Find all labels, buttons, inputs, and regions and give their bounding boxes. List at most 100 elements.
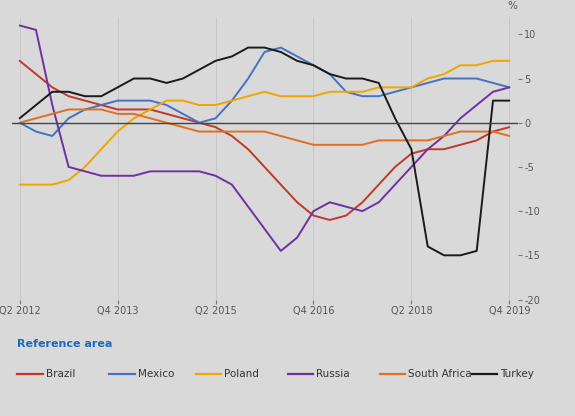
Brazil [179,116,186,121]
Poland [131,116,137,121]
Brazil [408,151,415,156]
Poland [245,94,252,99]
Brazil [294,200,301,205]
South Africa [131,111,137,116]
Russia [114,173,121,178]
Text: Mexico: Mexico [138,369,174,379]
Turkey [359,76,366,81]
Mexico [147,98,154,103]
South Africa [327,142,334,147]
Russia [277,248,284,253]
Brazil [65,94,72,99]
Mexico [440,76,447,81]
Turkey [114,85,121,90]
Russia [473,102,480,107]
South Africa [375,138,382,143]
Poland [408,85,415,90]
Brazil [82,98,89,103]
Turkey [131,76,137,81]
Mexico [359,94,366,99]
Mexico [82,107,89,112]
Russia [489,89,496,94]
Turkey [506,98,513,103]
Text: Russia: Russia [316,369,350,379]
Poland [65,178,72,183]
Mexico [33,129,40,134]
Poland [261,89,268,94]
South Africa [392,138,398,143]
Mexico [310,63,317,68]
Turkey [49,89,56,94]
Brazil [49,85,56,90]
Russia [343,204,350,209]
South Africa [82,107,89,112]
Turkey [65,89,72,94]
Turkey [327,72,334,77]
Russia [179,169,186,174]
Turkey [179,76,186,81]
Turkey [408,147,415,152]
Poland [327,89,334,94]
South Africa [212,129,219,134]
Brazil [114,107,121,112]
Russia [506,85,513,90]
Poland [114,129,121,134]
Poland [212,102,219,107]
Russia [16,23,23,28]
South Africa [277,134,284,139]
Brazil [310,213,317,218]
Mexico [457,76,464,81]
Turkey [33,102,40,107]
Mexico [98,102,105,107]
Poland [82,164,89,169]
South Africa [343,142,350,147]
Mexico [261,50,268,54]
Poland [179,98,186,103]
South Africa [196,129,202,134]
Brazil [440,147,447,152]
Poland [424,76,431,81]
Brazil [375,182,382,187]
South Africa [179,125,186,130]
South Africa [359,142,366,147]
Russia [261,226,268,231]
Brazil [33,72,40,77]
Poland [310,94,317,99]
Brazil [147,107,154,112]
Mexico [131,98,137,103]
Text: %: % [508,1,518,11]
Line: Russia: Russia [20,25,509,251]
Russia [359,208,366,213]
Brazil [261,164,268,169]
South Africa [245,129,252,134]
Mexico [245,76,252,81]
South Africa [33,116,40,121]
Poland [228,98,235,103]
Mexico [408,85,415,90]
Russia [196,169,202,174]
Mexico [212,116,219,121]
South Africa [16,120,23,125]
Poland [457,63,464,68]
Brazil [343,213,350,218]
Turkey [163,80,170,85]
Mexico [343,89,350,94]
Poland [196,102,202,107]
Poland [277,94,284,99]
Russia [228,182,235,187]
Brazil [489,129,496,134]
Russia [131,173,137,178]
Mexico [294,54,301,59]
Poland [98,147,105,152]
Turkey [212,58,219,63]
Mexico [375,94,382,99]
Text: South Africa: South Africa [408,369,472,379]
Russia [33,27,40,32]
Turkey [457,253,464,258]
Brazil [163,111,170,116]
Mexico [65,116,72,121]
South Africa [457,129,464,134]
South Africa [261,129,268,134]
Line: Brazil: Brazil [20,61,509,220]
South Africa [424,138,431,143]
